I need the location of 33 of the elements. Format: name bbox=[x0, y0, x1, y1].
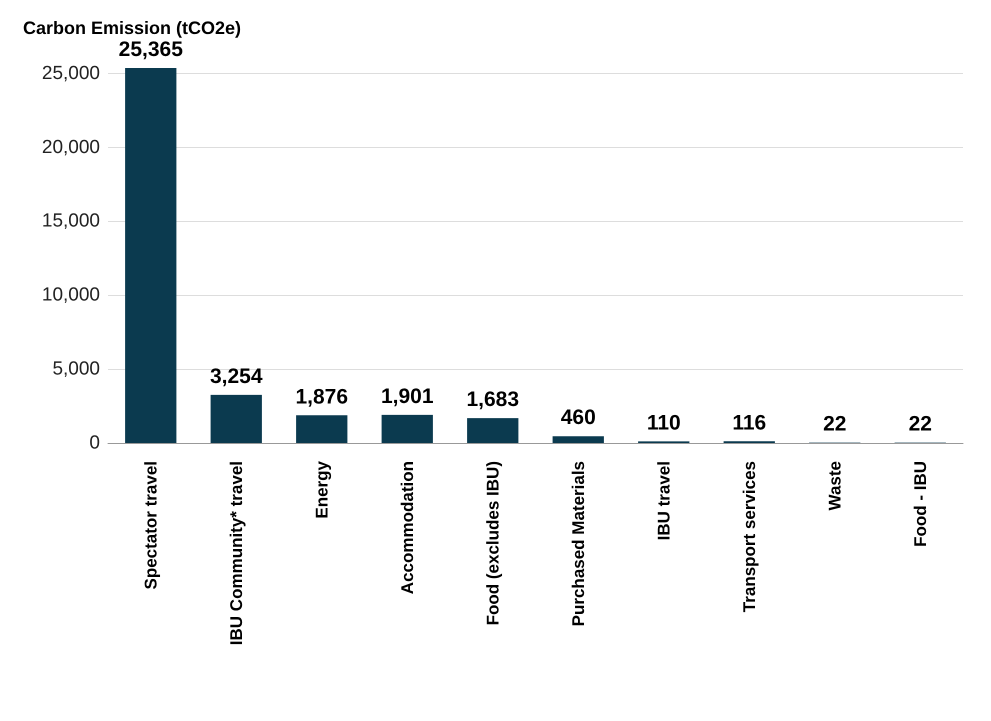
data-label: 22 bbox=[908, 412, 932, 436]
data-label: 1,901 bbox=[380, 384, 434, 408]
x-tick-label: Purchased Materials bbox=[568, 461, 588, 626]
x-tick-label: Accommodation bbox=[398, 461, 417, 594]
data-label: 1,683 bbox=[466, 388, 520, 412]
bar bbox=[210, 394, 262, 443]
x-tick-label: Transport services bbox=[740, 461, 759, 612]
data-label: 1,876 bbox=[295, 385, 348, 408]
y-tick-label: 0 bbox=[89, 432, 100, 454]
bar bbox=[125, 68, 176, 443]
bar bbox=[467, 418, 518, 443]
chart-title: Carbon Emission (tCO2e) bbox=[23, 18, 242, 38]
y-tick-label: 10,000 bbox=[42, 284, 100, 306]
y-tick-label: 5,000 bbox=[52, 358, 100, 380]
x-tick-label: IBU travel bbox=[654, 461, 674, 540]
data-label: 116 bbox=[732, 411, 766, 434]
data-label: 110 bbox=[646, 411, 681, 434]
x-tick-label: Food (excludes IBU) bbox=[483, 461, 502, 626]
bar bbox=[382, 414, 433, 443]
data-label: 22 bbox=[823, 412, 846, 436]
x-tick-label: Waste bbox=[825, 461, 844, 510]
y-tick-label: 25,000 bbox=[42, 62, 100, 84]
x-tick-label: IBU Community* travel bbox=[226, 461, 246, 646]
y-tick-label: 15,000 bbox=[42, 210, 100, 232]
data-label: 3,254 bbox=[210, 364, 263, 388]
x-tick-label: Food - IBU bbox=[910, 461, 930, 547]
x-tick-label: Energy bbox=[312, 460, 332, 519]
y-tick-label: 20,000 bbox=[42, 136, 100, 158]
x-tick-label: Spectator travel bbox=[141, 461, 160, 590]
data-label: 460 bbox=[560, 406, 596, 430]
bar bbox=[552, 436, 604, 443]
bar bbox=[296, 415, 348, 443]
data-label: 25,365 bbox=[118, 38, 184, 61]
